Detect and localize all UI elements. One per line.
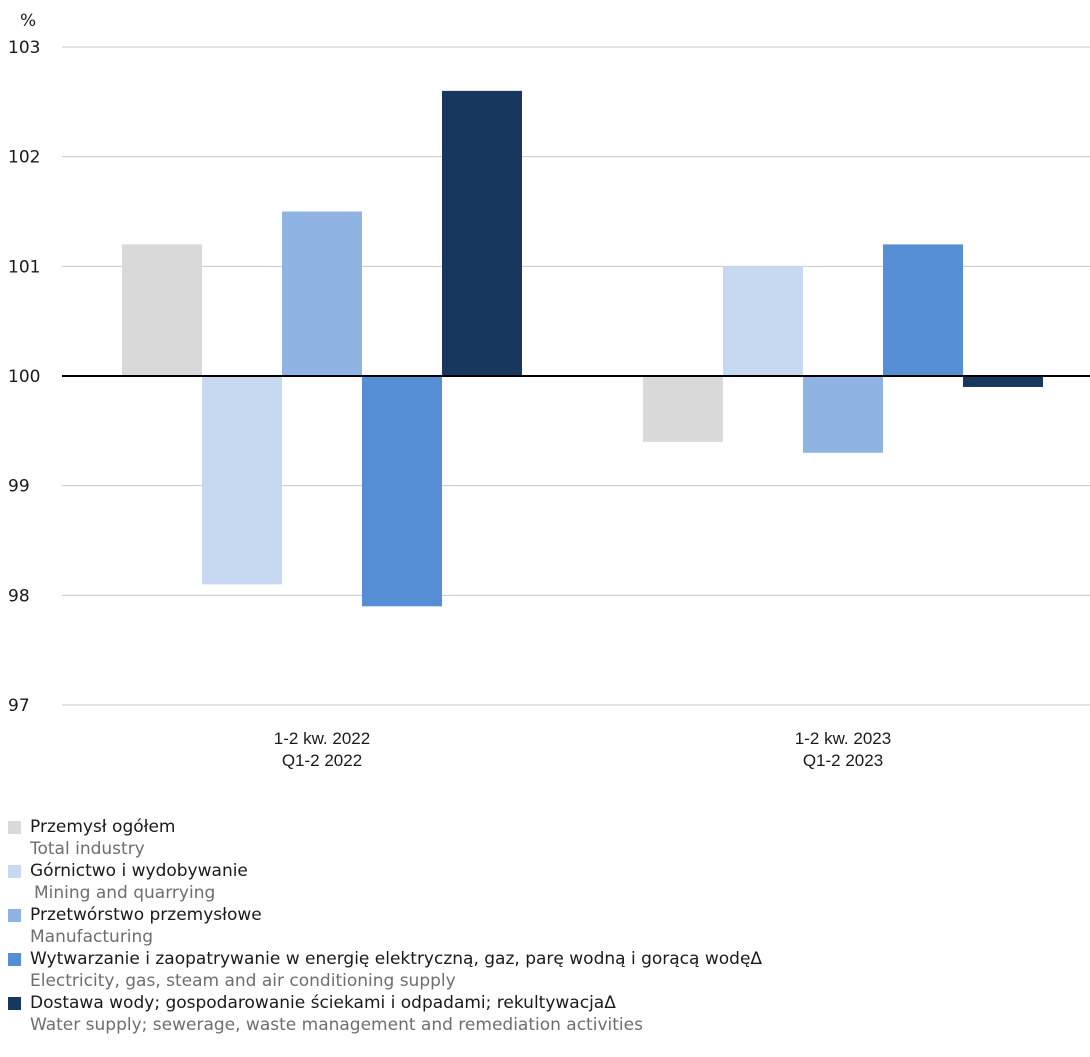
legend-label-pl: Przemysł ogółem [30,817,176,837]
legend-swatch [8,909,21,922]
bar [963,376,1043,387]
bar-chart: % 97 98 99 100 101 102 103 1-2 kw. 2022 Q1-2 20… [8,11,1090,770]
bar [282,211,362,376]
legend-label-en: Total industry [30,839,145,859]
x-category-label: Q1-2 2023 [803,751,883,770]
legend-item: Górnictwo i wydobywanie Mining and quarr… [8,860,1078,904]
bars [122,90,1043,607]
bar [803,376,883,453]
legend: Przemysł ogółem Total industry Górnictwo… [8,816,1078,1036]
y-axis-ticks: 97 98 99 100 101 102 103 [8,38,40,716]
y-tick-label: 97 [8,696,30,716]
legend-label-pl: Przetwórstwo przemysłowe [30,905,262,925]
y-axis-unit-label: % [20,11,36,31]
legend-label-pl: Wytwarzanie i zaopatrywanie w energię el… [30,949,763,969]
bar [442,90,522,376]
legend-label-pl: Dostawa wody; gospodarowanie ściekami i … [30,993,616,1013]
legend-item: Przetwórstwo przemysłowe Manufacturing [8,904,1078,948]
legend-label-en: Manufacturing [30,927,154,947]
legend-swatch [8,865,21,878]
legend-label-en: Water supply; sewerage, waste management… [30,1015,643,1035]
bar [643,376,723,442]
legend-swatch [8,821,21,834]
bar [202,376,282,585]
y-tick-label: 103 [8,38,40,58]
y-tick-label: 101 [8,257,40,277]
x-category-label: 1-2 kw. 2022 [274,729,370,748]
legend-label-pl: Górnictwo i wydobywanie [30,861,248,881]
legend-item: Wytwarzanie i zaopatrywanie w energię el… [8,948,1078,992]
y-tick-label: 99 [8,477,30,497]
bar [723,266,803,376]
y-tick-label: 102 [8,148,40,168]
legend-item: Przemysł ogółem Total industry [8,816,1078,860]
bar [362,376,442,607]
legend-item: Dostawa wody; gospodarowanie ściekami i … [8,992,1078,1036]
x-category-label: Q1-2 2022 [282,751,362,770]
legend-swatch [8,997,21,1010]
legend-label-en: Electricity, gas, steam and air conditio… [30,971,456,991]
bar [122,244,202,376]
x-axis-categories: 1-2 kw. 2022 Q1-2 2022 1-2 kw. 2023 Q1-2 20… [274,729,891,770]
legend-swatch [8,953,21,966]
y-tick-label: 98 [8,586,30,606]
legend-label-en: Mining and quarrying [34,883,216,903]
y-tick-label: 100 [8,367,40,387]
x-category-label: 1-2 kw. 2023 [795,729,891,748]
bar [883,244,963,376]
